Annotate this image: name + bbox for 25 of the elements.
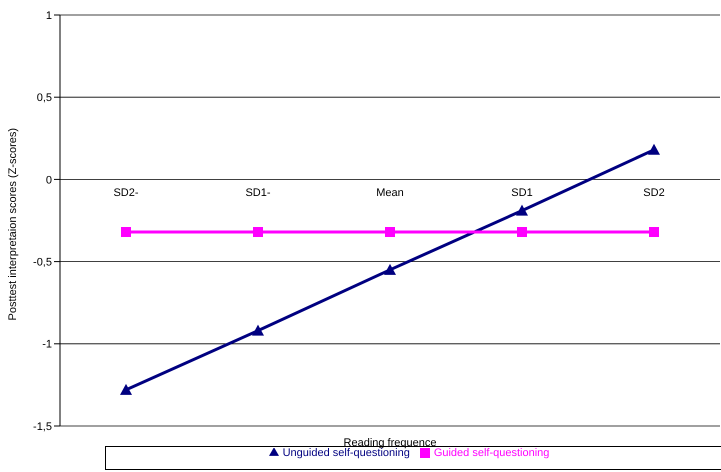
x-tick-label: SD2- — [113, 187, 139, 200]
point — [120, 384, 132, 395]
legend-label: Unguided self-questioning — [282, 447, 410, 459]
x-tick-label: SD1- — [245, 187, 271, 200]
y-tick-label: -1,5 — [33, 420, 52, 433]
y-tick-label: 1 — [46, 10, 52, 22]
y-tick-label: -0,5 — [33, 256, 52, 269]
point — [121, 227, 131, 238]
x-tick-label: Mean — [376, 187, 404, 200]
x-tick-label: SD2 — [643, 187, 665, 200]
x-axis-title: Reading frequence — [344, 437, 436, 449]
y-axis-title: Posttest interpretaion scores (Z-scores) — [6, 128, 19, 320]
y-tick-label: 0,5 — [36, 92, 52, 104]
point — [252, 324, 264, 336]
point — [648, 144, 660, 155]
point — [384, 264, 396, 275]
x-tick-label: SD1 — [511, 187, 533, 200]
point — [517, 227, 527, 238]
point — [516, 204, 528, 216]
point — [649, 227, 659, 238]
point — [385, 227, 395, 238]
legend-label: Guided self-questioning — [434, 447, 550, 459]
point — [253, 227, 263, 238]
y-tick-label: 0 — [46, 174, 52, 186]
y-tick-label: -1 — [42, 338, 52, 351]
